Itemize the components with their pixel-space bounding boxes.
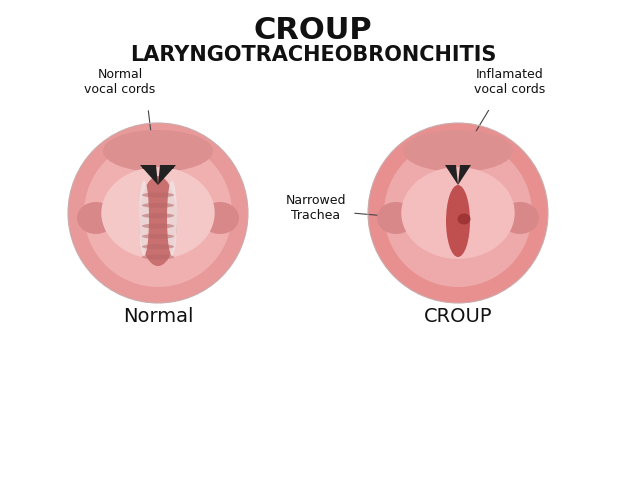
Ellipse shape bbox=[142, 223, 174, 228]
Ellipse shape bbox=[142, 213, 174, 218]
Ellipse shape bbox=[170, 165, 174, 169]
Text: Normal
vocal cords: Normal vocal cords bbox=[85, 68, 156, 96]
Text: Normal: Normal bbox=[123, 306, 193, 326]
Ellipse shape bbox=[167, 181, 177, 255]
Ellipse shape bbox=[465, 165, 469, 169]
Ellipse shape bbox=[142, 244, 174, 249]
Ellipse shape bbox=[68, 123, 248, 303]
Ellipse shape bbox=[447, 165, 451, 169]
Ellipse shape bbox=[142, 234, 174, 239]
Ellipse shape bbox=[139, 181, 149, 255]
Text: CROUP: CROUP bbox=[254, 16, 372, 45]
Ellipse shape bbox=[201, 202, 239, 234]
Ellipse shape bbox=[377, 202, 415, 234]
Polygon shape bbox=[458, 165, 471, 185]
Ellipse shape bbox=[401, 167, 515, 259]
Ellipse shape bbox=[84, 139, 232, 287]
Ellipse shape bbox=[403, 130, 513, 172]
Ellipse shape bbox=[384, 139, 532, 287]
Ellipse shape bbox=[139, 176, 177, 266]
Polygon shape bbox=[140, 165, 158, 185]
Text: LARYNGOTRACHEOBRONCHITIS: LARYNGOTRACHEOBRONCHITIS bbox=[130, 45, 496, 65]
Text: Narrowed
Trachea: Narrowed Trachea bbox=[285, 194, 346, 222]
Text: CROUP: CROUP bbox=[424, 306, 492, 326]
Ellipse shape bbox=[142, 203, 174, 208]
Polygon shape bbox=[445, 165, 458, 185]
Ellipse shape bbox=[142, 192, 174, 197]
Ellipse shape bbox=[458, 214, 471, 224]
Ellipse shape bbox=[501, 202, 539, 234]
Ellipse shape bbox=[142, 254, 174, 260]
Ellipse shape bbox=[77, 202, 115, 234]
Ellipse shape bbox=[446, 185, 470, 257]
Ellipse shape bbox=[101, 167, 215, 259]
Polygon shape bbox=[158, 165, 176, 185]
Text: Inflamated
vocal cords: Inflamated vocal cords bbox=[475, 68, 546, 96]
Ellipse shape bbox=[368, 123, 548, 303]
Ellipse shape bbox=[142, 165, 146, 169]
Ellipse shape bbox=[103, 130, 213, 172]
